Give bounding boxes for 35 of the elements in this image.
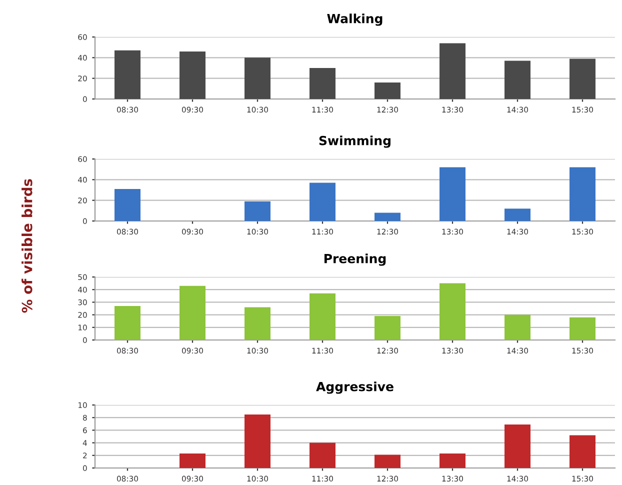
bar (440, 43, 466, 99)
bar (570, 167, 596, 221)
bar (440, 167, 466, 221)
bar (374, 82, 400, 99)
bar (440, 454, 466, 468)
bar (310, 442, 336, 468)
chart-title: Preening (324, 254, 386, 266)
bar (570, 317, 596, 340)
bar (310, 182, 336, 221)
bar (374, 454, 400, 468)
bar (180, 286, 206, 340)
bar (440, 283, 466, 340)
bar (310, 68, 336, 99)
y-axis-title: % of visible birds (22, 179, 32, 313)
bar (504, 314, 530, 340)
chart-title: Swimming (319, 136, 390, 148)
bar (504, 60, 530, 99)
bar (310, 293, 336, 340)
bar (504, 208, 530, 221)
bar (114, 306, 140, 340)
bar (114, 50, 140, 99)
bar (570, 435, 596, 468)
bar (180, 51, 206, 99)
bar (244, 201, 270, 221)
bar (504, 424, 530, 468)
bar (244, 414, 270, 468)
bar (570, 58, 596, 99)
bar (244, 307, 270, 340)
bar (374, 212, 400, 221)
chart-title: Aggressive (316, 382, 394, 394)
bar (114, 188, 140, 221)
bar (374, 316, 400, 340)
bar (244, 58, 270, 99)
bar (180, 454, 206, 468)
chart-title: Walking (327, 14, 382, 26)
